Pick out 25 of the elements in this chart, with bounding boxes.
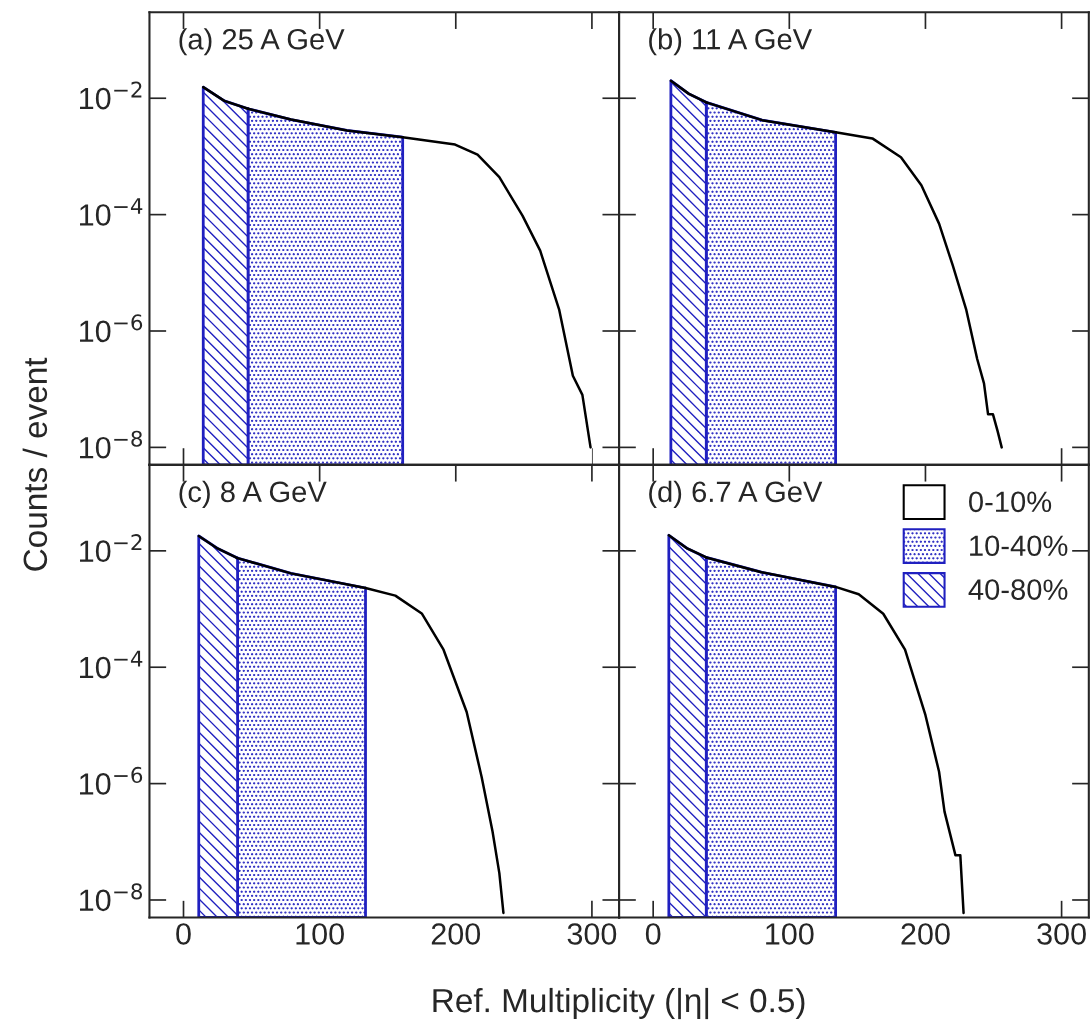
legend-label: 40-80% bbox=[968, 579, 1068, 600]
y-tick-label: 10$^{−2}$ bbox=[80, 81, 142, 110]
chart-title: (c) 8 A GeV bbox=[179, 480, 327, 508]
x-tick-label: 200 bbox=[901, 923, 950, 945]
chart-title: (d) 6.7 A GeV bbox=[649, 480, 823, 508]
x-tick-label: 300 bbox=[1037, 923, 1086, 945]
x-tick-label: 300 bbox=[567, 923, 617, 945]
x-tick-label: 0 bbox=[176, 923, 191, 945]
y-tick-label: 10$^{−8}$ bbox=[80, 883, 143, 912]
legend-label: 0-10% bbox=[969, 491, 1052, 513]
x-tick-label: 0 bbox=[645, 923, 661, 945]
x-axis-title: Ref. Multiplicity (|η| < 0.5) bbox=[433, 987, 805, 1020]
x-tick-label: 200 bbox=[431, 923, 481, 945]
chart-title: (a) 25 A GeV bbox=[179, 28, 345, 56]
y-axis-title: Counts / event bbox=[22, 357, 48, 571]
x-tick-label: 100 bbox=[766, 923, 814, 945]
y-tick-label: 10$^{−2}$ bbox=[80, 534, 142, 562]
y-tick-label: 10$^{−4}$ bbox=[80, 198, 143, 226]
y-tick-label: 10$^{−8}$ bbox=[80, 430, 143, 459]
y-tick-label: 10$^{−4}$ bbox=[80, 650, 143, 679]
x-tick-label: 100 bbox=[296, 923, 344, 945]
chart-title: (b) 11 A GeV bbox=[649, 28, 813, 56]
legend-label: 10-40% bbox=[970, 535, 1068, 557]
y-tick-label: 10$^{−6}$ bbox=[80, 314, 143, 343]
y-tick-label: 10$^{−6}$ bbox=[80, 766, 143, 795]
